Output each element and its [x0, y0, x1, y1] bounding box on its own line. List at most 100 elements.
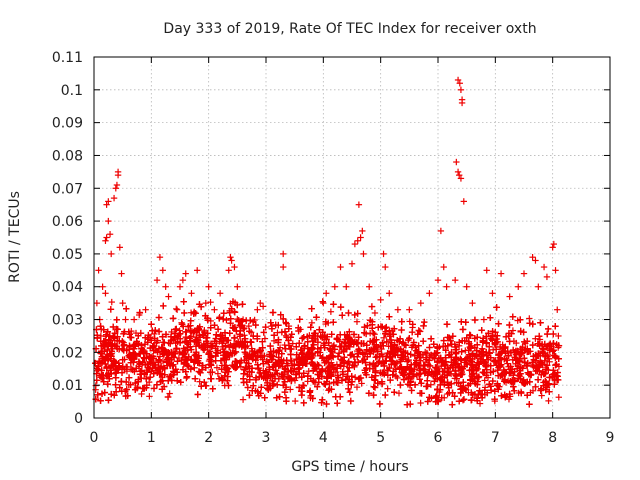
data-point [366, 283, 373, 290]
data-point [483, 267, 490, 274]
data-point [529, 253, 536, 261]
data-point [231, 263, 238, 271]
data-point [211, 306, 218, 313]
data-point [532, 257, 539, 264]
data-point [102, 290, 109, 297]
data-point [452, 276, 459, 284]
data-point [532, 335, 539, 342]
data-point [371, 331, 378, 338]
data-point [481, 377, 488, 384]
data-point [353, 318, 361, 325]
data-point [289, 340, 296, 347]
data-point [118, 270, 125, 277]
data-point [454, 76, 462, 84]
data-point [166, 390, 173, 397]
data-point [353, 383, 361, 391]
data-point [354, 237, 361, 244]
data-point [552, 267, 559, 274]
data-point [545, 397, 552, 405]
data-point [456, 171, 463, 179]
data-point [476, 400, 484, 407]
data-point [259, 356, 266, 363]
data-point [112, 185, 119, 192]
chart-title: Day 333 of 2019, Rate Of TEC Index for r… [163, 21, 536, 37]
data-point [380, 250, 387, 258]
data-point [257, 299, 264, 307]
data-point [464, 354, 471, 361]
data-point [351, 240, 359, 248]
data-point [415, 327, 422, 334]
data-point [331, 283, 338, 290]
data-point [377, 296, 384, 304]
data-point [371, 309, 379, 317]
data-point [162, 283, 169, 290]
data-point [95, 267, 102, 274]
data-point [460, 198, 467, 205]
data-point [213, 364, 221, 371]
data-point [138, 390, 145, 398]
data-point [308, 319, 316, 327]
data-point [535, 283, 542, 290]
data-point [103, 201, 110, 208]
data-point [357, 234, 364, 241]
data-point [159, 267, 166, 274]
data-point [108, 298, 115, 306]
data-point [173, 306, 181, 313]
data-point [228, 257, 235, 264]
data-point [291, 397, 299, 405]
data-point [320, 299, 327, 307]
data-point [156, 253, 164, 261]
grid-lines [94, 57, 610, 418]
data-point [337, 263, 344, 271]
data-point [259, 303, 267, 310]
data-point [108, 250, 115, 258]
data-point [122, 316, 129, 323]
data-point [287, 386, 294, 393]
data-point [165, 293, 172, 300]
data-point [113, 181, 121, 189]
data-point [330, 341, 338, 349]
data-point [426, 290, 433, 297]
data-point [555, 332, 562, 340]
data-point [325, 387, 332, 394]
data-point [216, 290, 224, 297]
data-point [227, 253, 234, 261]
data-point [394, 306, 402, 313]
data-point [214, 370, 222, 377]
data-point [515, 283, 522, 290]
data-point [469, 299, 476, 307]
data-point [358, 380, 365, 387]
data-point [395, 389, 403, 397]
data-point [540, 263, 548, 271]
data-point [239, 396, 247, 403]
data-point [406, 318, 413, 325]
data-point [245, 322, 252, 330]
data-point [543, 273, 551, 281]
data-point [343, 283, 350, 290]
data-point [382, 263, 389, 271]
data-point [207, 317, 214, 325]
data-point [182, 270, 189, 277]
data-point [93, 299, 101, 307]
data-point [359, 227, 366, 235]
data-point [194, 267, 201, 274]
data-point [380, 334, 388, 342]
data-point [234, 283, 241, 290]
data-point [406, 306, 413, 313]
data-point [447, 370, 455, 377]
data-point [130, 316, 138, 323]
data-point [489, 290, 496, 297]
data-point [225, 267, 232, 274]
data-point [223, 316, 230, 324]
data-point [207, 298, 214, 306]
data-point [384, 385, 391, 392]
data-point [487, 314, 494, 321]
data-point [360, 250, 367, 258]
data-point [351, 374, 359, 381]
data-point [103, 234, 110, 241]
data-point [456, 80, 463, 87]
data-point [434, 276, 442, 284]
data-point [146, 393, 153, 400]
data-point [105, 217, 112, 225]
